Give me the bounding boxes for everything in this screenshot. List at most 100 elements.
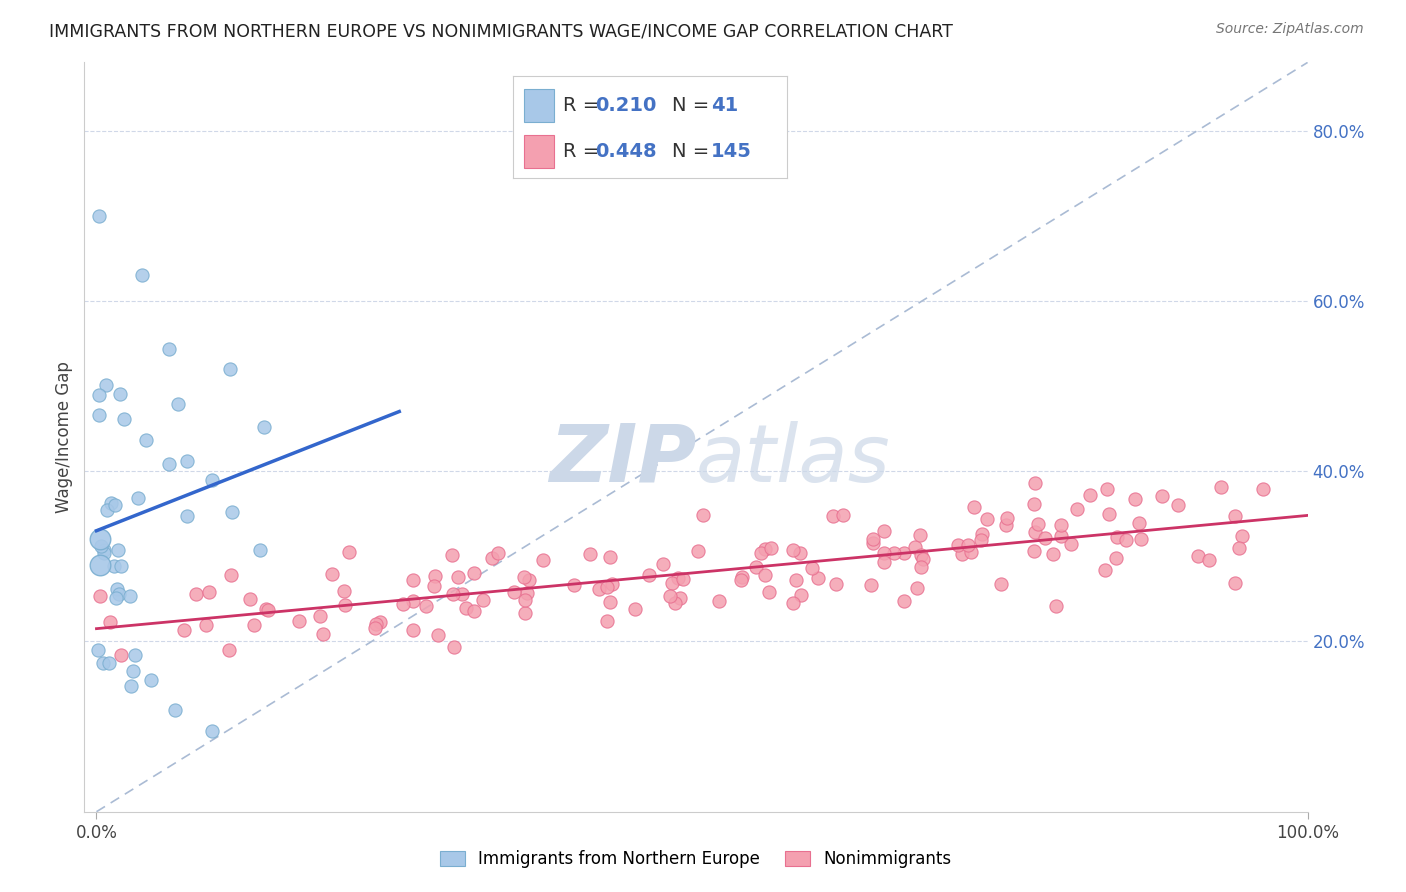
Point	[441, 587, 464, 601]
Point	[1251, 482, 1274, 496]
Point	[905, 581, 928, 595]
Point	[252, 420, 274, 434]
Legend: Immigrants from Northern Europe, Nonimmigrants: Immigrants from Northern Europe, Nonimmi…	[433, 843, 959, 874]
Point	[194, 618, 217, 632]
Point	[669, 591, 692, 605]
Point	[516, 586, 538, 600]
Point	[121, 664, 143, 678]
Point	[1098, 508, 1121, 522]
Point	[239, 592, 262, 607]
Point	[860, 577, 883, 591]
Point	[658, 590, 681, 604]
Point	[218, 643, 240, 657]
Y-axis label: Wage/Income Gap: Wage/Income Gap	[55, 361, 73, 513]
Point	[782, 596, 804, 610]
Point	[451, 587, 474, 601]
Point	[103, 558, 125, 573]
Point	[368, 615, 391, 629]
Point	[108, 586, 131, 600]
Point	[831, 508, 853, 522]
Point	[1042, 547, 1064, 561]
Point	[862, 535, 884, 549]
Point	[219, 568, 242, 582]
Point	[872, 556, 894, 570]
Point	[502, 585, 524, 599]
Point	[638, 568, 661, 582]
Point	[401, 623, 423, 637]
Point	[1223, 509, 1246, 524]
Point	[89, 558, 111, 572]
Point	[423, 579, 446, 593]
Point	[513, 570, 536, 584]
Point	[976, 512, 998, 526]
Point	[486, 546, 509, 560]
Point	[782, 542, 804, 557]
FancyBboxPatch shape	[524, 136, 554, 168]
Point	[124, 648, 146, 663]
Point	[910, 560, 932, 574]
Point	[104, 498, 127, 512]
Point	[672, 572, 695, 586]
Point	[254, 602, 277, 616]
Point	[664, 596, 686, 610]
Point	[427, 628, 450, 642]
Point	[249, 542, 271, 557]
Point	[758, 585, 780, 599]
Point	[1211, 480, 1233, 494]
Point	[257, 603, 280, 617]
Point	[1095, 483, 1118, 497]
Point	[666, 571, 689, 585]
Point	[97, 656, 120, 670]
Point	[893, 546, 915, 560]
Point	[309, 609, 332, 624]
Point	[110, 558, 132, 573]
Text: R =: R =	[562, 142, 605, 161]
Text: ZIP: ZIP	[548, 420, 696, 499]
Point	[1049, 529, 1071, 543]
Point	[596, 580, 619, 594]
Point	[800, 560, 823, 574]
Point	[962, 500, 984, 514]
Point	[219, 362, 242, 376]
Point	[908, 528, 931, 542]
Point	[1022, 497, 1045, 511]
Point	[990, 577, 1012, 591]
Point	[87, 408, 110, 422]
Point	[118, 590, 141, 604]
Point	[1105, 551, 1128, 566]
Point	[959, 544, 981, 558]
Text: N =: N =	[672, 96, 716, 115]
Point	[364, 616, 387, 631]
Point	[443, 640, 465, 655]
Point	[186, 587, 208, 601]
Point	[1078, 488, 1101, 502]
Point	[401, 573, 423, 587]
Point	[883, 546, 905, 560]
Point	[157, 457, 180, 471]
Point	[513, 593, 536, 607]
Point	[139, 673, 162, 687]
Point	[1223, 575, 1246, 590]
Point	[447, 570, 470, 584]
Point	[243, 618, 266, 632]
Point	[96, 503, 118, 517]
Point	[364, 622, 387, 636]
Point	[911, 551, 934, 566]
Point	[789, 589, 811, 603]
Point	[624, 602, 647, 616]
Text: 0.210: 0.210	[596, 96, 657, 115]
Point	[1049, 518, 1071, 533]
Point	[873, 546, 896, 560]
Point	[337, 545, 360, 559]
Point	[513, 606, 536, 620]
Point	[789, 546, 811, 560]
Point	[517, 573, 540, 587]
Point	[730, 573, 752, 587]
Point	[1152, 489, 1174, 503]
Point	[692, 508, 714, 522]
Point	[686, 544, 709, 558]
Point	[761, 541, 783, 555]
Point	[89, 589, 111, 603]
Text: 41: 41	[710, 96, 738, 115]
Point	[785, 574, 807, 588]
